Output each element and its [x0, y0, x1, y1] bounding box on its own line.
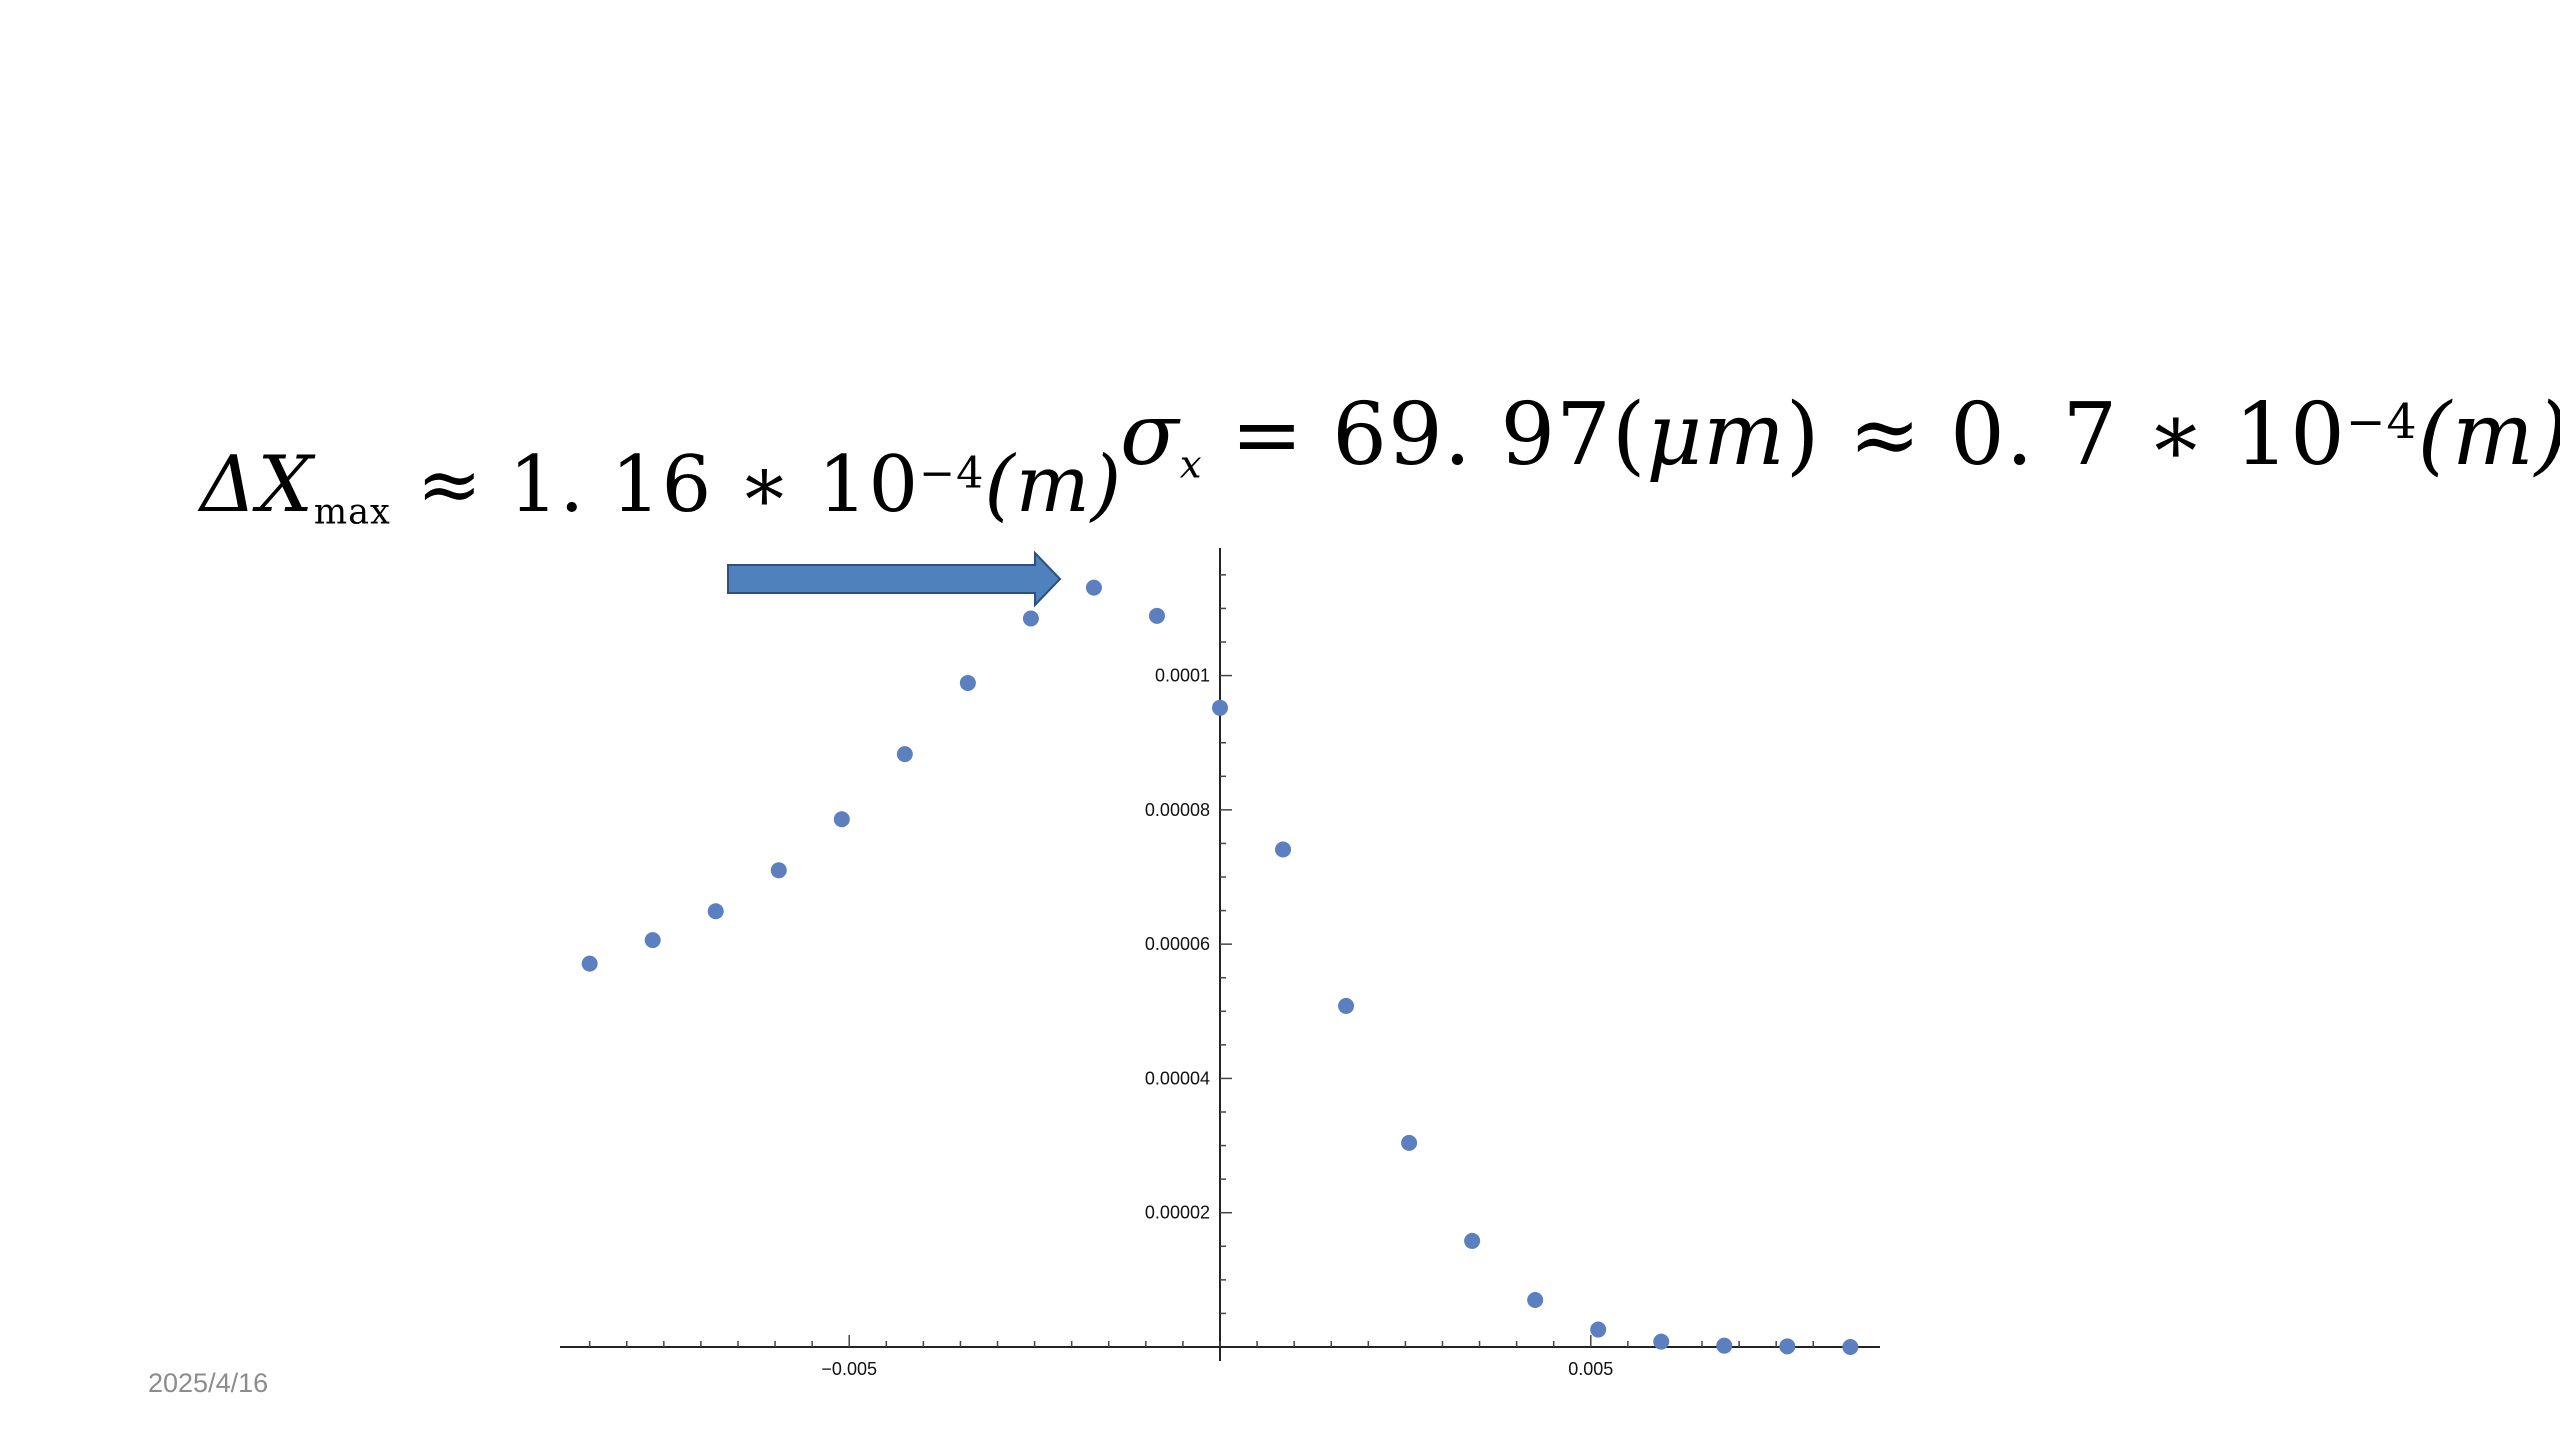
- delta-x-exponent: −4: [919, 448, 985, 499]
- plot-axes: [560, 548, 1880, 1361]
- sigma-equals: =: [1230, 385, 1304, 485]
- sigma-subscript: x: [1179, 442, 1203, 488]
- data-point: [1779, 1338, 1796, 1355]
- right-arrow-icon: [727, 550, 1062, 608]
- y-tick-label: 0.00008: [1145, 800, 1210, 820]
- data-point: [959, 674, 976, 691]
- data-point: [1338, 997, 1355, 1014]
- delta-x-times: ∗: [738, 440, 793, 530]
- delta-x-unit: (m): [984, 440, 1123, 530]
- data-point: [1716, 1337, 1733, 1354]
- sigma-base: 10: [2234, 385, 2346, 485]
- data-point: [1212, 699, 1228, 716]
- delta-x-subscript: max: [313, 491, 391, 533]
- data-point: [1653, 1333, 1670, 1350]
- plot-points: [581, 579, 1859, 1355]
- data-point: [833, 811, 850, 828]
- delta-x-relation: ≈: [416, 440, 483, 530]
- data-point: [644, 932, 661, 949]
- delta-x-max-formula: ΔXmax ≈ 1. 16 ∗ 10−4(m): [200, 440, 1122, 532]
- delta-x-base: 10: [817, 440, 920, 530]
- data-point: [1842, 1339, 1859, 1355]
- data-point: [1148, 607, 1165, 624]
- slide-date: 2025/4/16: [148, 1368, 269, 1398]
- sigma-exponent: −4: [2345, 395, 2418, 450]
- sigma-times: ∗: [2146, 385, 2207, 485]
- sigma-value: 69. 97: [1332, 385, 1612, 485]
- data-point: [1590, 1321, 1607, 1338]
- sigma-unit-close: ): [1785, 385, 1821, 485]
- sigma-x-formula: σx = 69. 97(μm) ≈ 0. 7 ∗ 10−4(m): [1120, 385, 2560, 488]
- y-tick-label: 0.00002: [1145, 1203, 1210, 1223]
- sigma-unit: μm: [1646, 385, 1786, 485]
- y-tick-label: 0.0001: [1155, 666, 1210, 686]
- data-point: [1464, 1232, 1481, 1249]
- data-point: [1085, 579, 1102, 596]
- delta-x-mantissa: 1. 16: [508, 440, 713, 530]
- data-point: [1401, 1134, 1418, 1151]
- sigma-relation: ≈: [1848, 385, 1922, 485]
- data-point: [1275, 841, 1292, 858]
- data-point: [1527, 1292, 1544, 1308]
- data-point: [707, 903, 724, 920]
- sigma-unit2: (m): [2417, 385, 2560, 485]
- delta-x-symbol: ΔX: [200, 440, 314, 530]
- data-point: [896, 746, 913, 763]
- y-tick-label: 0.00004: [1145, 1068, 1210, 1088]
- y-tick-label: 0.00006: [1145, 934, 1210, 954]
- plot-ticks: −0.005 0.005 0.00002 0.00004 0.00006 0.00008 0…: [588, 574, 1852, 1379]
- x-tick-label: −0.005: [821, 1359, 877, 1379]
- data-point: [770, 862, 787, 879]
- sigma-mantissa: 0. 7: [1950, 385, 2119, 485]
- data-point: [1022, 610, 1039, 627]
- sigma-symbol: σ: [1120, 385, 1180, 485]
- data-point: [581, 955, 598, 972]
- x-tick-label: 0.005: [1568, 1359, 1613, 1379]
- sigma-unit-open: (: [1611, 385, 1647, 485]
